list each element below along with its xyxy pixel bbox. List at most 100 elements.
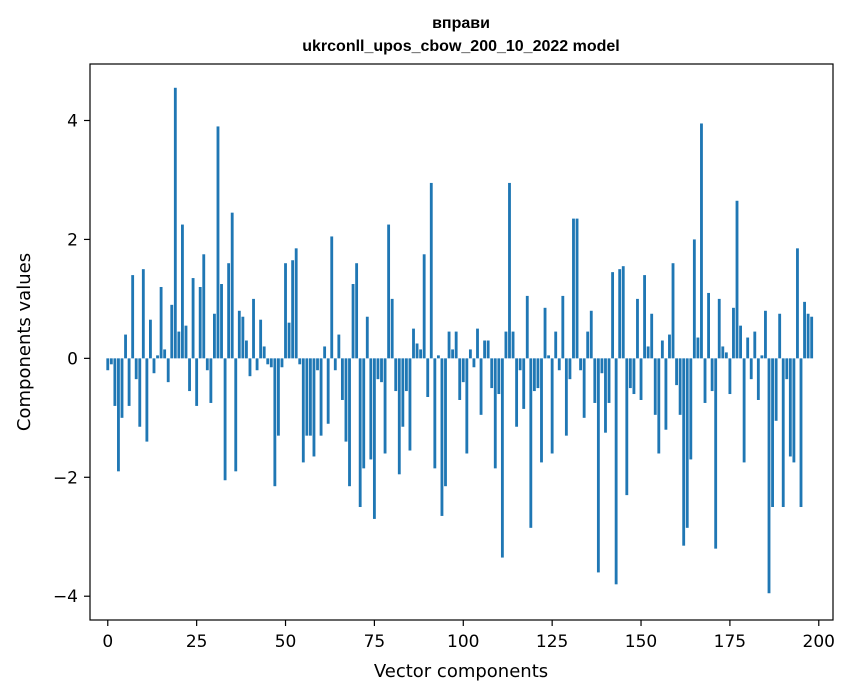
bar xyxy=(468,349,472,359)
bar xyxy=(660,340,664,359)
bar xyxy=(643,275,646,359)
bar xyxy=(671,263,675,359)
bar xyxy=(803,301,806,359)
bar xyxy=(152,358,156,374)
bar xyxy=(166,358,170,383)
bar xyxy=(586,331,590,359)
bars-group xyxy=(106,87,814,594)
bar xyxy=(735,200,739,359)
bar xyxy=(522,358,526,409)
bar xyxy=(284,263,287,359)
bar xyxy=(785,358,789,380)
bar xyxy=(237,310,241,359)
bar xyxy=(387,224,391,359)
bar xyxy=(369,358,373,460)
bar xyxy=(692,239,696,359)
bar xyxy=(188,358,191,392)
bar xyxy=(657,358,661,454)
bar xyxy=(348,358,351,487)
bar xyxy=(476,328,479,359)
bar xyxy=(543,307,547,359)
bar xyxy=(593,358,597,403)
bar xyxy=(767,358,771,594)
bar xyxy=(664,358,668,430)
bar xyxy=(607,358,611,403)
bar xyxy=(696,337,700,359)
x-tick-label: 200 xyxy=(803,632,835,652)
bar xyxy=(415,343,419,359)
bar xyxy=(653,358,657,415)
bar xyxy=(397,358,401,475)
bar xyxy=(181,224,184,359)
bar xyxy=(532,358,536,392)
bar xyxy=(372,358,376,519)
bar xyxy=(589,310,593,359)
bar xyxy=(447,331,451,359)
bar xyxy=(710,358,714,392)
bar xyxy=(269,358,273,368)
bar xyxy=(490,358,494,389)
bar xyxy=(227,263,231,359)
bar xyxy=(525,295,529,359)
y-axis-label: Components values xyxy=(14,253,35,431)
bar xyxy=(323,346,327,359)
bar xyxy=(771,358,774,508)
bar xyxy=(419,349,423,359)
bar xyxy=(294,248,298,359)
bar xyxy=(159,286,163,359)
bar xyxy=(561,295,565,359)
bar xyxy=(276,358,280,436)
bar xyxy=(202,254,206,359)
bar xyxy=(376,358,380,380)
bar xyxy=(355,263,359,359)
bar xyxy=(760,355,764,359)
bar xyxy=(465,358,469,454)
bar xyxy=(205,358,209,371)
bar xyxy=(796,248,799,359)
bar xyxy=(145,358,149,442)
chart-subtitle: ukrconll_upos_cbow_200_10_2022 model xyxy=(302,38,619,55)
bar xyxy=(564,358,568,436)
bar xyxy=(732,307,735,359)
bar xyxy=(678,358,682,415)
x-tick-label: 125 xyxy=(536,632,568,652)
bar xyxy=(639,358,643,400)
bar xyxy=(714,358,718,549)
x-axis: 0 25 50 75 100 125 150 175 200 xyxy=(102,620,835,652)
bar xyxy=(429,182,433,359)
bar xyxy=(575,218,579,359)
bar xyxy=(458,358,462,400)
bar xyxy=(209,358,213,403)
bar xyxy=(433,358,437,469)
bar xyxy=(707,292,710,359)
bar xyxy=(305,358,309,436)
bar xyxy=(337,334,341,359)
bar xyxy=(508,182,511,359)
bar xyxy=(344,358,348,442)
bar xyxy=(223,358,227,481)
bar xyxy=(636,298,639,359)
bar xyxy=(422,254,426,359)
bar xyxy=(383,358,387,454)
bar xyxy=(330,236,334,359)
bar xyxy=(618,269,622,359)
y-tick-label: 4 xyxy=(67,111,78,131)
bar xyxy=(799,358,803,508)
bar xyxy=(547,355,551,359)
bar xyxy=(127,358,131,406)
bar xyxy=(308,358,312,436)
bar xyxy=(756,358,760,400)
bar xyxy=(703,358,707,403)
bar xyxy=(319,358,323,436)
bar xyxy=(518,358,522,371)
bar xyxy=(774,358,778,421)
bar xyxy=(739,325,742,359)
bar xyxy=(394,358,398,392)
bar xyxy=(724,352,728,359)
bar xyxy=(515,358,519,427)
bar xyxy=(483,340,487,359)
bar xyxy=(579,358,583,371)
x-tick-label: 75 xyxy=(364,632,386,652)
x-tick-label: 100 xyxy=(447,632,479,652)
